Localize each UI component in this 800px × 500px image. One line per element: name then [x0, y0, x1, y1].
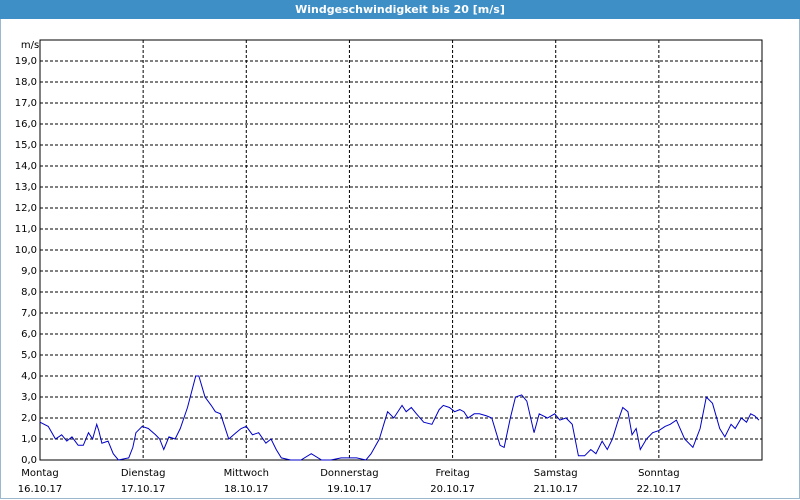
- x-tick-label: Dienstag: [121, 468, 166, 479]
- y-tick-label: 17,0: [15, 98, 37, 109]
- x-tick-label: Donnerstag: [320, 468, 378, 479]
- y-tick-label: 11,0: [15, 224, 37, 235]
- y-tick-label: 3,0: [21, 392, 37, 403]
- x-tick-label: Mittwoch: [224, 468, 269, 479]
- y-tick-label: 6,0: [21, 329, 37, 340]
- x-tick-date: 20.10.17: [430, 484, 475, 495]
- wind-line: [39, 375, 760, 461]
- y-tick-label: 7,0: [21, 308, 37, 319]
- y-tick-label: 4,0: [21, 371, 37, 382]
- y-tick-label: 0,0: [21, 455, 37, 466]
- x-tick-date: 21.10.17: [533, 484, 578, 495]
- x-tick-label: Samstag: [534, 468, 578, 479]
- y-tick-label: 10,0: [15, 245, 37, 256]
- y-tick-label: 9,0: [21, 266, 37, 277]
- y-tick-label: 18,0: [15, 77, 37, 88]
- y-tick-label: 15,0: [15, 140, 37, 151]
- x-tick-label: Sonntag: [638, 468, 680, 479]
- plot-border: [39, 39, 763, 461]
- y-tick-label: 16,0: [15, 119, 37, 130]
- x-tick-date: 22.10.17: [637, 484, 682, 495]
- x-tick-date: 19.10.17: [327, 484, 372, 495]
- title-bar: Windgeschwindigkeit bis 20 [m/s]: [0, 0, 800, 19]
- y-unit: m/s: [21, 40, 39, 51]
- y-tick-label: 1,0: [21, 434, 37, 445]
- y-tick-label: 2,0: [21, 413, 37, 424]
- x-tick-date: 17.10.17: [121, 484, 166, 495]
- x-tick-label: Freitag: [435, 468, 469, 479]
- y-tick-label: 13,0: [15, 182, 37, 193]
- y-tick-label: 8,0: [21, 287, 37, 298]
- y-tick-label: 5,0: [21, 350, 37, 361]
- x-tick-date: 16.10.17: [18, 484, 63, 495]
- x-tick-label: Montag: [21, 468, 58, 479]
- y-tick-label: 19,0: [15, 56, 37, 67]
- y-tick-label: 12,0: [15, 203, 37, 214]
- y-tick-label: 14,0: [15, 161, 37, 172]
- x-tick-date: 18.10.17: [224, 484, 269, 495]
